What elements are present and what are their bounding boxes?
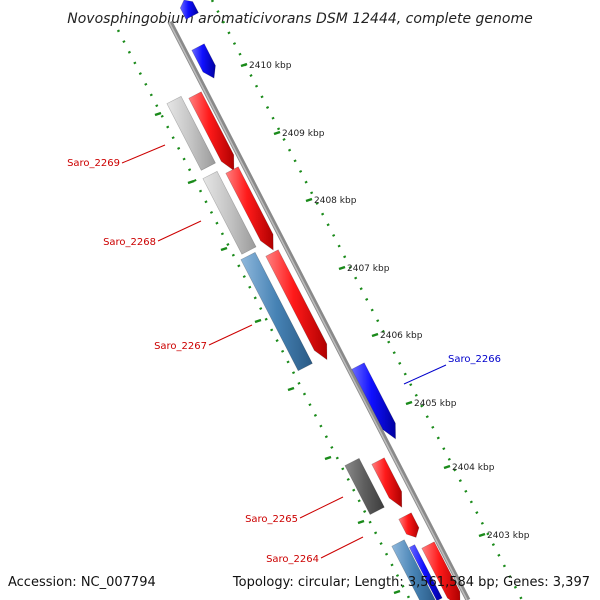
- gene-forward-arrow[interactable]: [225, 166, 274, 251]
- ruler-tick-label: 2406 kbp: [380, 331, 423, 341]
- ruler-tick: [305, 197, 313, 203]
- ruler-tick: [187, 179, 195, 185]
- gene-label[interactable]: Saro_2265: [245, 514, 298, 525]
- genome-backbone-highlight: [168, 21, 468, 600]
- gene-saro-2265[interactable]: [344, 457, 385, 515]
- gene-labels: Saro_2269 Saro_2268 Saro_2267 Saro_2266 Saro…: [67, 144, 501, 565]
- gene-saro-2267[interactable]: [240, 251, 313, 372]
- ruler-tick: [338, 265, 346, 271]
- gene-label-leader: [403, 364, 447, 385]
- gene-reverse-arrow[interactable]: [408, 544, 443, 600]
- ruler-tick: [393, 589, 401, 595]
- gene-label[interactable]: Saro_2269: [67, 158, 120, 169]
- gene-reverse-arrow[interactable]: [191, 43, 216, 79]
- gene-reverse-arrow[interactable]: [179, 0, 199, 20]
- gene-forward-arrow[interactable]: [265, 249, 328, 361]
- ruler-tick: [324, 455, 332, 461]
- ruler-tick-label: 2409 kbp: [282, 129, 325, 139]
- ruler-tick: [154, 111, 162, 117]
- ruler-tick: [254, 318, 262, 324]
- gene-saro-2268[interactable]: [202, 170, 257, 255]
- gene-forward-arrow[interactable]: [421, 541, 461, 600]
- ruler-tick: [478, 532, 486, 538]
- gene-saro-2269[interactable]: [166, 95, 216, 171]
- ruler-tick: [357, 519, 365, 525]
- ruler-tick: [287, 386, 295, 392]
- ruler-tick-label: 2410 kbp: [249, 61, 292, 71]
- gene-reverse-arrow[interactable]: [351, 362, 396, 440]
- gene-forward-arrow[interactable]: [371, 457, 403, 508]
- ruler-dotline-outer: [210, 0, 524, 600]
- gene-label[interactable]: Saro_2268: [103, 237, 156, 248]
- ruler-tick-label: 2408 kbp: [314, 196, 357, 206]
- gene-label-leader: [157, 220, 202, 242]
- ruler-tick: [443, 464, 451, 470]
- gene-label-leader: [121, 144, 166, 164]
- ruler-tick-label: 2407 kbp: [347, 264, 390, 274]
- gene-label[interactable]: Saro_2267: [154, 341, 207, 352]
- gene-features: [166, 0, 461, 600]
- gene-label-leader: [208, 324, 253, 346]
- ruler-dots: [116, 0, 524, 600]
- ruler-tick: [371, 332, 379, 338]
- gene-label[interactable]: Saro_2264: [266, 554, 319, 565]
- ruler-tick: [405, 400, 413, 406]
- gene-label-leader: [320, 536, 364, 559]
- ruler-tick-label: 2403 kbp: [487, 531, 530, 541]
- gene-forward-arrow[interactable]: [188, 91, 235, 172]
- gene-label-leader: [299, 496, 344, 519]
- ruler-ticks: 2410 kbp 2409 kbp 2408 kbp 2407 kbp 2406 kbp…: [154, 61, 530, 595]
- gene-saro-2264[interactable]: [391, 539, 437, 600]
- map-title: Novosphingobium aromaticivorans DSM 1244…: [67, 11, 532, 27]
- ruler-tick: [220, 246, 228, 252]
- gene-label[interactable]: Saro_2266: [448, 354, 501, 365]
- accession-text: Accession: NC_007794: [8, 575, 156, 590]
- ruler-tick-label: 2404 kbp: [452, 463, 495, 473]
- genome-backbone: [167, 20, 471, 600]
- ruler-tick: [240, 62, 248, 68]
- gene-forward-arrow[interactable]: [398, 512, 420, 538]
- ruler-tick: [273, 130, 281, 136]
- ruler-tick-label: 2405 kbp: [414, 399, 457, 409]
- summary-text: Topology: circular; Length: 3,561,584 bp…: [232, 575, 590, 590]
